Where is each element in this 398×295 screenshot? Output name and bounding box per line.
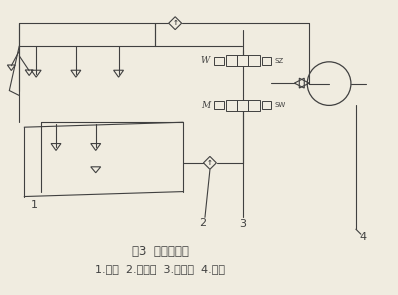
Bar xyxy=(214,101,224,109)
Text: 1.吸盘  2.过滤器  3.换向阀  4.气泵: 1.吸盘 2.过滤器 3.换向阀 4.气泵 xyxy=(95,264,225,274)
Text: 图3  真空气路图: 图3 真空气路图 xyxy=(132,245,189,258)
Bar xyxy=(226,100,237,111)
Text: 4: 4 xyxy=(359,232,367,242)
Bar xyxy=(261,101,271,109)
Text: W: W xyxy=(201,56,210,65)
Text: 3: 3 xyxy=(239,219,246,229)
Bar xyxy=(248,55,259,66)
Text: 1: 1 xyxy=(31,200,38,210)
Bar xyxy=(214,57,224,65)
Bar xyxy=(226,55,237,66)
Text: ↑: ↑ xyxy=(207,160,213,166)
Text: SW: SW xyxy=(275,102,286,108)
Bar xyxy=(261,57,271,65)
Text: SZ: SZ xyxy=(275,58,284,64)
Bar xyxy=(248,100,259,111)
Bar xyxy=(237,55,248,66)
Bar xyxy=(237,100,248,111)
Text: ↑: ↑ xyxy=(172,20,178,26)
Text: M: M xyxy=(201,101,210,110)
Text: 2: 2 xyxy=(199,218,207,228)
